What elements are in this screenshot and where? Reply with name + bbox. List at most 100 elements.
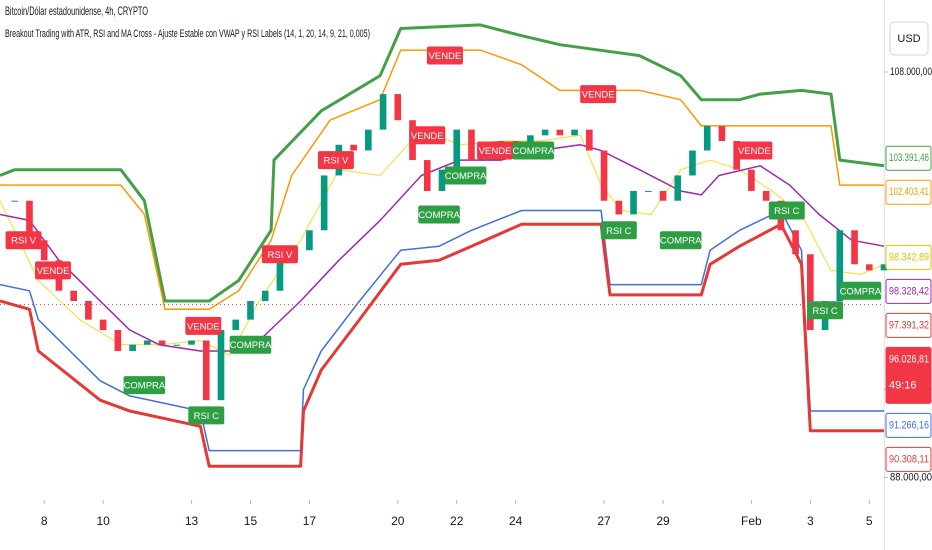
signal-label [444, 166, 487, 185]
candle [556, 129, 564, 136]
x-tick-label: 17 [303, 514, 317, 528]
signal-text: VENDE [187, 321, 220, 332]
signal-label [35, 261, 72, 280]
candle [615, 200, 623, 215]
x-tick-label: 29 [656, 514, 670, 528]
signal-text: COMPRA [418, 210, 460, 221]
candle [468, 129, 475, 161]
price-label: 102.403,41 [889, 186, 929, 198]
candle [423, 160, 431, 191]
candle [99, 319, 107, 331]
candle [865, 264, 873, 271]
price-label: 90.308,11 [889, 453, 929, 465]
candle [718, 125, 726, 141]
candle [762, 190, 770, 201]
candle [217, 330, 225, 401]
candle [541, 129, 549, 136]
price-label-box [885, 312, 932, 338]
candle [70, 290, 77, 302]
signal-text: RSI C [774, 206, 799, 217]
price-label-box [885, 244, 932, 270]
price-label: 97.391,32 [889, 319, 929, 331]
candle [276, 260, 284, 291]
candle [571, 129, 578, 136]
x-tick-label: 20 [391, 514, 405, 528]
candle [600, 150, 608, 201]
signal-label [188, 406, 225, 425]
signal-label [261, 245, 298, 264]
candle [748, 169, 755, 191]
signal-text: RSI V [11, 236, 36, 247]
signal-text: COMPRA [840, 286, 882, 297]
candle [527, 135, 534, 145]
x-tick-label: 22 [450, 514, 464, 528]
signal-label [768, 201, 805, 220]
candle [674, 175, 682, 201]
x-tick-label: 15 [244, 514, 258, 528]
price-label-box [885, 145, 932, 171]
x-tick-label: 13 [185, 514, 199, 528]
candle [586, 129, 593, 151]
currency-label[interactable]: USD [897, 33, 920, 45]
candle [306, 230, 313, 251]
price-label-box [885, 446, 932, 472]
signal-text: RSI V [268, 250, 293, 261]
candle [880, 264, 888, 271]
candle [320, 175, 328, 231]
signal-text: RSI V [324, 156, 349, 167]
price-label-box [885, 346, 932, 404]
price-label: 103.391,46 [889, 152, 929, 164]
price-label: 91.266,16 [889, 419, 929, 431]
candle [851, 230, 858, 265]
x-tick-label: 10 [96, 514, 110, 528]
x-tick-label: 27 [597, 514, 611, 528]
candle [144, 340, 151, 345]
signal-text: COMPRA [124, 381, 166, 392]
signal-text: COMPRA [660, 236, 702, 247]
candle [188, 340, 195, 345]
candle [40, 240, 48, 261]
signal-label [123, 376, 166, 395]
symbol-title: Bitcoin/Dólar estadounidense, 4h, CRYPTO [5, 4, 148, 18]
candle [26, 200, 33, 241]
signal-text: RSI C [194, 411, 219, 422]
signal-label [185, 316, 222, 335]
signal-label [409, 126, 446, 145]
x-tick-label: 8 [41, 514, 48, 528]
indicator-line [0, 222, 884, 468]
x-tick-label: 3 [807, 514, 814, 528]
indicator-line [0, 23, 885, 303]
candle [453, 129, 461, 170]
y-tick-label: 108.000,00 [890, 66, 932, 78]
currency-button[interactable] [889, 21, 929, 56]
candle [247, 301, 254, 320]
x-tick-label: 24 [509, 514, 523, 528]
signal-text: VENDE [479, 146, 512, 157]
candle [438, 169, 446, 191]
price-label-box [885, 278, 932, 304]
candle [836, 230, 844, 302]
price-label: 96.026,81 [889, 353, 929, 365]
candle [11, 200, 19, 202]
x-tick-label: Feb [741, 514, 762, 528]
signal-label [477, 141, 514, 160]
indicator-line [0, 49, 884, 311]
y-tick-label: 88.000,00 [890, 471, 932, 483]
candle [644, 190, 652, 192]
candle [261, 290, 269, 302]
candle [394, 94, 402, 121]
signal-label [426, 46, 463, 65]
candle [158, 340, 166, 345]
signal-label [5, 231, 42, 250]
candle [792, 230, 799, 255]
signal-label [807, 301, 844, 320]
signal-text: COMPRA [512, 146, 554, 157]
candle [114, 330, 122, 352]
signal-text: COMPRA [230, 340, 272, 351]
candle [85, 301, 92, 320]
signal-label [580, 85, 617, 104]
x-tick-label: 5 [866, 514, 873, 528]
price-label-box [885, 179, 932, 205]
indicator-title: Breakout Trading with ATR, RSI and MA Cr… [5, 28, 370, 40]
